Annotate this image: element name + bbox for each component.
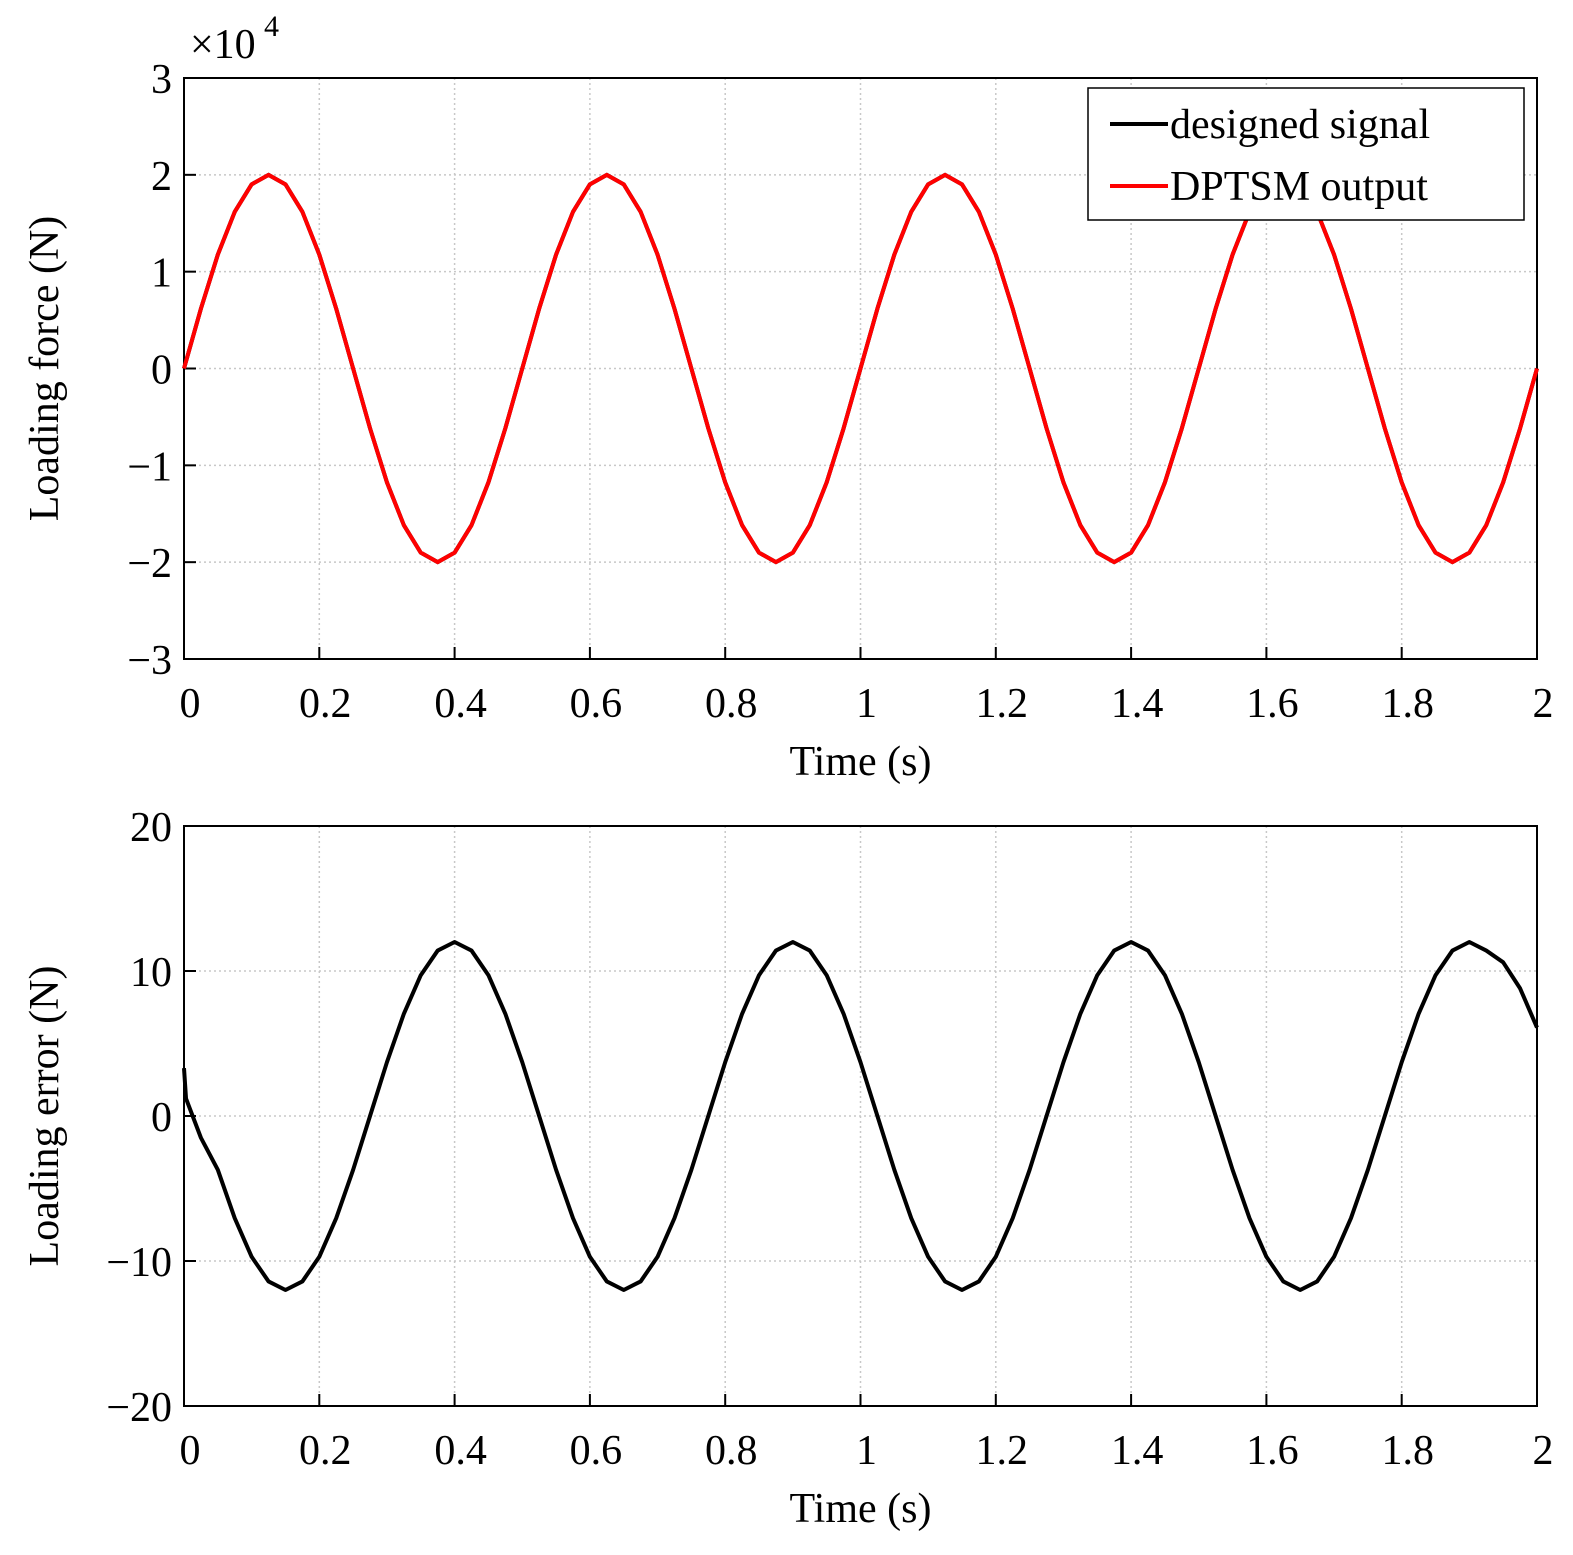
legend-label: DPTSM output: [1170, 164, 1428, 210]
axes-box: [183, 825, 1538, 1407]
y-tick-label: −20: [106, 1385, 172, 1431]
x-tick-label: 1.2: [976, 1428, 1029, 1474]
y-tick-label: 0: [151, 348, 172, 394]
data-line: [182, 940, 1539, 1292]
x-tick-label: 0.8: [705, 681, 758, 727]
x-axis-label: Time (s): [790, 1486, 932, 1532]
x-tick-label: 0: [180, 1428, 201, 1474]
legend-label: designed signal: [1170, 102, 1430, 148]
y-tick-label: −1: [127, 444, 172, 490]
x-tick-label: 1.8: [1381, 1428, 1434, 1474]
y-tick-label: 10: [130, 950, 172, 996]
x-tick-label: 0.2: [299, 681, 352, 727]
x-tick-label: 2: [1533, 1428, 1554, 1474]
y-axis-label: Loading error (N): [22, 966, 68, 1267]
y-tick-label: 20: [130, 805, 172, 851]
y-tick-label: −2: [127, 541, 172, 587]
x-tick-label: 1: [856, 1428, 877, 1474]
y-tick-label: −3: [127, 638, 172, 684]
axes: 0 0.2 0.4 0.6 0.8 1 1.2 1.4 1.6 1.8 2 −3 −2 −1 0 1 2 3 Tim…: [22, 10, 1554, 785]
x-tick-label: 1.4: [1111, 1428, 1164, 1474]
x-tick-label: 1.2: [976, 681, 1029, 727]
x-tick-label: 0: [180, 681, 201, 727]
legend-box: [1087, 87, 1525, 221]
legend: designed signal DPTSM output: [1087, 87, 1525, 221]
y-tick-label: 1: [151, 251, 172, 297]
x-tick-label: 0.4: [434, 1428, 487, 1474]
y-tick-label: 0: [151, 1095, 172, 1141]
x-axis-label: Time (s): [790, 739, 932, 785]
x-tick-label: 0.8: [705, 1428, 758, 1474]
x-tick-label: 1.6: [1246, 681, 1299, 727]
x-tick-label: 1.4: [1111, 681, 1164, 727]
x-tick-label: 0.6: [570, 681, 623, 727]
x-tick-label: 0.6: [570, 1428, 623, 1474]
axis-multiplier: ×10: [190, 22, 256, 68]
y-tick-label: 3: [151, 57, 172, 103]
x-tick-label: 2: [1533, 681, 1554, 727]
y-tick-label: 2: [151, 154, 172, 200]
x-tick-label: 1: [856, 681, 877, 727]
y-axis-label: Loading force (N): [22, 216, 68, 522]
x-tick-label: 0.4: [434, 681, 487, 727]
x-tick-label: 0.2: [299, 1428, 352, 1474]
y-tick-label: −10: [106, 1240, 172, 1286]
axes: 0 0.2 0.4 0.6 0.8 1 1.2 1.4 1.6 1.8 2 −20 −10 0 10 20 Ti…: [22, 805, 1554, 1532]
x-tick-label: 1.8: [1381, 681, 1434, 727]
x-tick-label: 1.6: [1246, 1428, 1299, 1474]
axis-multiplier-exponent: 4: [264, 10, 279, 43]
